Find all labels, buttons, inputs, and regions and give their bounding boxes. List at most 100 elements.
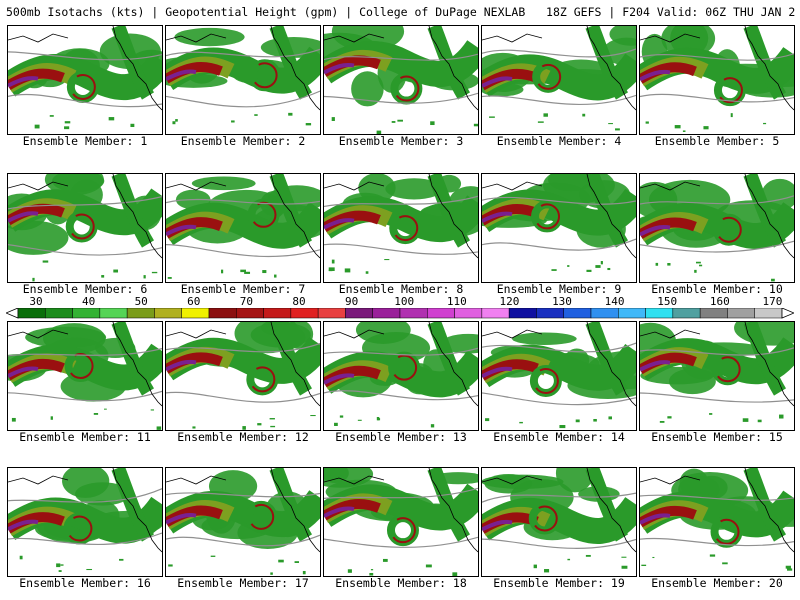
colorbar-swatch [290, 308, 319, 319]
panel-label: Ensemble Member: 17 [177, 576, 309, 590]
ensemble-panel-20 [639, 467, 795, 577]
ensemble-panel-17 [165, 467, 321, 577]
colorbar-swatch [181, 308, 210, 319]
panel-label: Ensemble Member: 12 [177, 430, 309, 444]
panel-label: Ensemble Member: 5 [654, 134, 780, 148]
colorbar-swatch [454, 308, 483, 319]
colorbar-swatch [72, 308, 101, 319]
wind-map [8, 468, 162, 572]
colorbar-tick-label: 130 [552, 295, 572, 308]
colorbar-swatch [154, 308, 182, 319]
wind-map [166, 174, 320, 279]
wind-map [482, 174, 636, 272]
wind-map [482, 26, 636, 131]
wind-map [640, 26, 794, 132]
panel-label: Ensemble Member: 14 [493, 430, 625, 444]
panel-label: Ensemble Member: 19 [493, 576, 625, 590]
colorbar-swatch [427, 308, 455, 319]
colorbar-tick-label: 120 [499, 295, 520, 308]
ensemble-panel-10 [639, 173, 795, 283]
ensemble-panel-8 [323, 173, 479, 283]
colorbar-swatch [536, 308, 564, 319]
panel-label: Ensemble Member: 16 [19, 576, 151, 590]
ensemble-panel-18 [323, 467, 479, 577]
colorbar-swatch [699, 308, 728, 319]
wind-map [640, 174, 794, 282]
colorbar-swatch [208, 308, 237, 319]
panel-label: Ensemble Member: 1 [22, 134, 148, 148]
panel-label: Ensemble Member: 7 [180, 282, 306, 296]
panel-label: Ensemble Member: 2 [180, 134, 306, 148]
ensemble-panel-15 [639, 321, 795, 431]
ensemble-panel-13 [323, 321, 479, 431]
colorbar-tick-label: 170 [762, 295, 783, 308]
ensemble-panel-9 [481, 173, 637, 283]
colorbar-tick-label: 140 [604, 295, 625, 308]
ensemble-panel-6 [7, 173, 163, 283]
colorbar-swatch [99, 308, 128, 319]
wind-map [166, 322, 320, 430]
colorbar-left-arrow [6, 308, 19, 319]
wind-map [482, 322, 636, 429]
colorbar-swatch [563, 308, 592, 319]
wind-map [640, 468, 794, 571]
ensemble-panel-4 [481, 25, 637, 135]
colorbar-swatch [727, 308, 755, 319]
colorbar-swatch [618, 308, 646, 319]
page-title: 500mb Isotachs (kts) | Geopotential Heig… [6, 5, 796, 19]
colorbar-swatch [754, 308, 783, 319]
panel-label: Ensemble Member: 9 [496, 282, 622, 296]
ensemble-panel-14 [481, 321, 637, 431]
colorbar-tick-label: 50 [134, 295, 148, 308]
ensemble-panel-3 [323, 25, 479, 135]
wind-map [324, 468, 478, 576]
colorbar-swatch [399, 308, 428, 319]
colorbar-swatch [481, 308, 510, 319]
colorbar-strip [6, 308, 794, 319]
ensemble-panel-7 [165, 173, 321, 283]
panel-label: Ensemble Member: 4 [496, 134, 622, 148]
colorbar-tick-label: 100 [394, 295, 415, 308]
colorbar-swatch [645, 308, 674, 319]
ensemble-panel-12 [165, 321, 321, 431]
colorbar-tick-label: 160 [709, 295, 730, 308]
colorbar-swatch [263, 308, 292, 319]
ensemble-panel-2 [165, 25, 321, 135]
wind-map [8, 174, 162, 282]
wind-map [482, 468, 636, 573]
wind-map [8, 26, 162, 130]
colorbar-swatch [45, 308, 73, 319]
ensemble-panel-11 [7, 321, 163, 431]
colorbar-swatch [672, 308, 701, 319]
panel-label: Ensemble Member: 15 [651, 430, 783, 444]
colorbar-swatch [508, 308, 537, 319]
panel-label: Ensemble Member: 3 [338, 134, 464, 148]
colorbar-swatch [126, 308, 155, 319]
colorbar-tick-label: 40 [81, 295, 96, 308]
colorbar-tick-label: 150 [657, 295, 678, 308]
wind-map [324, 174, 478, 274]
colorbar-tick-label: 30 [29, 295, 43, 308]
colorbar-tick-label: 110 [446, 295, 467, 308]
wind-map [8, 322, 162, 430]
ensemble-panel-16 [7, 467, 163, 577]
wind-map [324, 322, 478, 428]
colorbar-swatch [17, 308, 46, 319]
colorbar-tick-label: 70 [239, 295, 254, 308]
wind-map [166, 468, 320, 575]
colorbar-tick-label: 60 [187, 295, 201, 308]
wind-map [166, 26, 320, 126]
panel-label: Ensemble Member: 20 [651, 576, 783, 590]
ensemble-panel-5 [639, 25, 795, 135]
colorbar-tick-label: 90 [344, 295, 359, 308]
colorbar-swatch [372, 308, 401, 319]
panel-label: Ensemble Member: 10 [651, 282, 783, 296]
ensemble-panel-1 [7, 25, 163, 135]
colorbar-swatch [317, 308, 346, 319]
panel-label: Ensemble Member: 11 [19, 430, 151, 444]
wind-map [640, 322, 794, 423]
colorbar-swatch [345, 308, 373, 319]
panel-label: Ensemble Member: 8 [338, 282, 464, 296]
ensemble-panel-19 [481, 467, 637, 577]
colorbar-swatch [236, 308, 264, 319]
